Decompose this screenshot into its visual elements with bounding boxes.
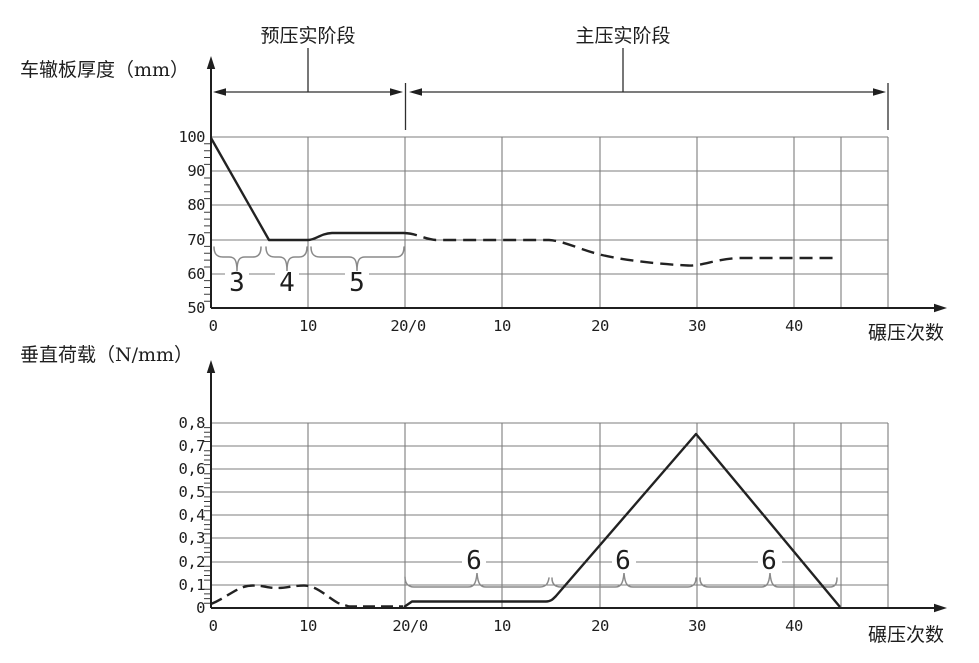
y-tick-label: 0,6: [179, 460, 206, 478]
dimension-arrowhead-left-icon: [213, 88, 226, 96]
x-tick-label: 40: [785, 317, 803, 335]
callout-label-mask: [462, 547, 486, 573]
load-chart-title: 垂直荷载（N/mm）: [20, 344, 193, 366]
phase-label-pre-compaction: 预压实阶段: [260, 25, 355, 47]
x-axis-arrowhead-icon: [934, 603, 947, 613]
y-tick-label: 60: [187, 265, 205, 283]
y-tick-label: 0,2: [179, 553, 206, 571]
thickness-chart: 车辙板厚度（mm） 100 90 80 70 60 50: [20, 56, 947, 344]
phase-label-main-compaction: 主压实阶段: [575, 25, 670, 47]
x-tick-label: 20/0: [392, 617, 427, 635]
thickness-y-tick-labels: 100 90 80 70 60 50: [179, 128, 206, 317]
dimension-arrowhead-left-icon: [409, 88, 422, 96]
y-tick-label: 0,5: [179, 483, 206, 501]
thickness-grid-vertical-lines: [307, 137, 889, 308]
x-tick-label: 0: [209, 317, 218, 335]
y-tick-label: 100: [179, 128, 206, 146]
y-axis-arrowhead-icon: [206, 360, 216, 373]
thickness-x-axis-caption: 碾压次数: [868, 322, 944, 344]
callout-brace-6c: [699, 572, 838, 588]
callout-label-mask: [275, 271, 299, 297]
callout-label-mask: [345, 271, 369, 297]
phase-annotations: 预压实阶段 主压实阶段: [213, 25, 889, 130]
callout-label-6: 6: [615, 546, 631, 576]
callout-label-5: 5: [349, 268, 365, 298]
dimension-boundary-ticks: [404, 83, 889, 130]
callout-brace-6a: [404, 572, 550, 588]
callout-brace-6b: [551, 572, 697, 588]
callout-label-mask: [612, 547, 636, 573]
x-tick-label: 20/0: [390, 317, 425, 335]
y-tick-label: 0,4: [179, 506, 206, 524]
y-tick-label: 50: [187, 299, 205, 317]
y-tick-label: 80: [187, 196, 205, 214]
callout-brace-4: [265, 246, 308, 272]
y-tick-label: 0,8: [179, 414, 206, 432]
y-tick-label: 0: [196, 599, 205, 617]
load-x-axis-caption: 碾压次数: [868, 624, 944, 646]
x-axis-arrowhead-icon: [934, 303, 947, 313]
phase-leader-lines: [307, 48, 624, 92]
y-axis-arrowhead-icon: [206, 56, 216, 69]
x-tick-label: 10: [299, 317, 317, 335]
x-tick-label: 40: [785, 617, 803, 635]
callout-label-4: 4: [279, 268, 295, 298]
y-tick-label: 0,7: [179, 437, 206, 455]
load-grid-horizontal-lines: [211, 422, 888, 586]
y-tick-label: 0,3: [179, 529, 206, 547]
thickness-x-tick-labels: 0 10 20/0 10 20 30 40: [209, 317, 804, 335]
x-tick-label: 10: [493, 617, 511, 635]
x-tick-label: 30: [688, 617, 706, 635]
load-x-tick-labels: 0 10 20/0 10 20 30 40: [209, 617, 804, 635]
callout-label-6: 6: [761, 546, 777, 576]
thickness-y-axis-minor-ticks: [204, 143, 211, 302]
thickness-chart-title: 车辙板厚度（mm）: [20, 59, 189, 81]
callout-label-3: 3: [229, 268, 245, 298]
x-tick-label: 20: [591, 617, 609, 635]
thickness-curve-main-dashed: [403, 231, 837, 267]
y-tick-label: 90: [187, 162, 205, 180]
load-chart: 垂直荷载（N/mm） 0,8 0,7 0,6 0,5 0,4 0,3 0: [20, 344, 947, 646]
x-tick-label: 10: [299, 617, 317, 635]
load-y-axis-minor-ticks: [204, 427, 211, 604]
thickness-curve-preload-solid: [209, 137, 404, 242]
callout-label-6: 6: [466, 546, 482, 576]
x-tick-label: 20: [591, 317, 609, 335]
load-curve-preload-dashed: [210, 584, 403, 608]
callout-label-mask: [758, 547, 782, 573]
y-tick-label: 70: [187, 231, 205, 249]
callout-brace-5: [310, 246, 405, 272]
callout-brace-3: [213, 246, 262, 272]
thickness-grid-horizontal-lines: [211, 136, 888, 275]
callout-label-mask: [225, 271, 249, 297]
x-tick-label: 30: [688, 317, 706, 335]
load-curve-main-solid: [403, 432, 841, 608]
dimension-arrowhead-right-icon: [390, 88, 403, 96]
y-tick-label: 0,1: [179, 576, 206, 594]
x-tick-label: 0: [209, 617, 218, 635]
x-tick-label: 10: [493, 317, 511, 335]
load-y-tick-labels: 0,8 0,7 0,6 0,5 0,4 0,3 0,2 0,1 0: [179, 414, 206, 617]
dimension-arrowhead-right-icon: [873, 88, 886, 96]
